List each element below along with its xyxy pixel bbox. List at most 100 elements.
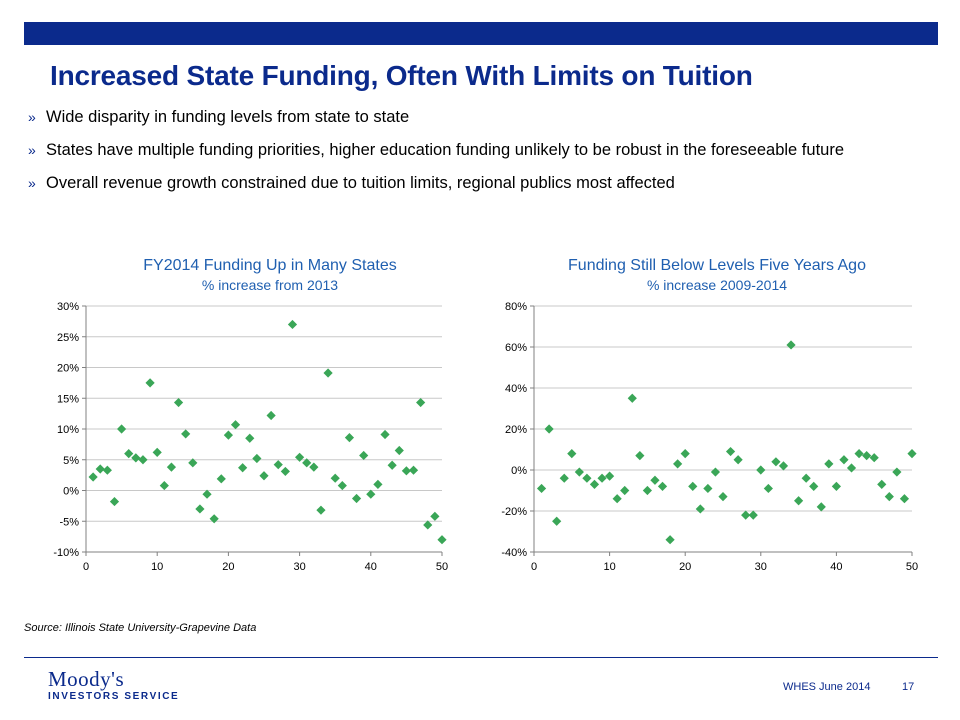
data-point-diamond <box>725 446 736 457</box>
y-tick-label: 25% <box>57 332 79 344</box>
x-tick-label: 10 <box>151 561 163 573</box>
data-point-diamond <box>854 449 864 459</box>
y-tick-label: 0% <box>511 465 527 477</box>
x-tick-label: 0 <box>531 561 537 573</box>
data-point-diamond <box>620 485 630 496</box>
data-point-diamond <box>195 504 205 514</box>
data-point-diamond <box>252 453 262 464</box>
y-tick-label: 60% <box>505 342 527 354</box>
data-point-diamond <box>280 466 290 477</box>
data-point-diamond <box>223 430 233 440</box>
data-point-diamond <box>801 473 811 483</box>
data-point-diamond <box>117 424 127 434</box>
x-tick-label: 20 <box>679 561 691 573</box>
data-point-diamond <box>703 483 713 494</box>
chart-2-subtitle: % increase 2009-2014 <box>646 277 788 293</box>
data-point-diamond <box>366 489 376 499</box>
data-point-diamond <box>230 420 241 430</box>
x-tick-label: 40 <box>830 561 842 573</box>
data-point-diamond <box>536 483 547 494</box>
data-point-diamond <box>544 424 554 434</box>
data-point-diamond <box>612 494 622 504</box>
data-point-diamond <box>831 481 841 491</box>
y-tick-label: 15% <box>57 393 79 405</box>
x-tick-label: 20 <box>222 561 234 573</box>
data-point-diamond <box>862 451 872 461</box>
chart-1-title: FY2014 Funding Up in Many States <box>143 257 397 274</box>
data-point-diamond <box>635 451 645 461</box>
data-point-diamond <box>430 511 440 521</box>
data-point-diamond <box>145 378 155 388</box>
y-tick-label: -20% <box>501 506 527 518</box>
data-point-diamond <box>665 535 675 545</box>
data-point-diamond <box>152 447 162 457</box>
data-point-diamond <box>408 465 419 475</box>
slide-title: Increased State Funding, Often With Limi… <box>50 60 753 91</box>
data-point-diamond <box>266 410 276 421</box>
x-tick-label: 0 <box>83 561 89 573</box>
y-tick-label: 0% <box>63 486 79 498</box>
data-point-diamond <box>680 449 690 459</box>
data-point-diamond <box>824 459 834 469</box>
x-tick-label: 40 <box>365 561 377 573</box>
data-point-diamond <box>124 449 134 459</box>
data-point-diamond <box>839 455 849 465</box>
data-point-diamond <box>181 429 191 439</box>
data-point-diamond <box>159 480 169 491</box>
x-tick-label: 30 <box>755 561 767 573</box>
data-point-diamond <box>316 505 326 515</box>
data-point-diamond <box>763 483 773 494</box>
x-tick-label: 50 <box>906 561 918 573</box>
data-point-diamond <box>202 489 212 499</box>
data-point-diamond <box>695 504 705 514</box>
data-point-diamond <box>423 520 433 530</box>
data-point-diamond <box>166 462 177 472</box>
data-point-diamond <box>88 472 98 482</box>
data-point-diamond <box>786 340 796 350</box>
data-point-diamond <box>650 475 660 485</box>
data-point-diamond <box>589 479 600 489</box>
data-point-diamond <box>748 510 758 520</box>
y-tick-label: 20% <box>505 424 527 436</box>
y-tick-label: -10% <box>53 547 79 559</box>
data-point-diamond <box>416 397 426 408</box>
data-point-diamond <box>188 458 198 468</box>
data-point-diamond <box>559 473 569 483</box>
data-point-diamond <box>238 463 248 473</box>
data-point-diamond <box>710 467 721 477</box>
y-tick-label: 10% <box>57 424 79 436</box>
data-point-diamond <box>688 481 698 491</box>
data-point-diamond <box>846 463 857 473</box>
bullet-item: » Wide disparity in funding levels from … <box>28 106 908 128</box>
y-tick-label: 5% <box>63 455 79 467</box>
bullet-marker-icon: » <box>28 175 36 191</box>
bullet-item: » States have multiple funding prioritie… <box>28 139 908 161</box>
bullet-marker-icon: » <box>28 142 36 158</box>
data-point-diamond <box>733 455 743 465</box>
data-point-diamond <box>597 473 607 483</box>
data-point-diamond <box>582 473 592 483</box>
page-number: 17 <box>902 681 915 693</box>
bullet-text: Overall revenue growth constrained due t… <box>46 174 675 192</box>
data-point-diamond <box>877 479 887 489</box>
data-point-diamond <box>552 516 562 526</box>
data-point-diamond <box>109 496 120 507</box>
chart-1-subtitle: % increase from 2013 <box>201 277 339 293</box>
source-note: Source: Illinois State University-Grapev… <box>24 622 257 634</box>
data-point-diamond <box>642 485 652 496</box>
y-tick-label: 80% <box>505 301 527 313</box>
data-point-diamond <box>809 481 819 491</box>
data-point-diamond <box>273 460 283 470</box>
data-point-diamond <box>323 368 333 378</box>
data-point-diamond <box>295 452 305 462</box>
data-point-diamond <box>216 474 226 484</box>
data-point-diamond <box>437 535 447 545</box>
data-point-diamond <box>380 429 390 440</box>
data-point-diamond <box>209 514 219 524</box>
data-point-diamond <box>401 466 411 476</box>
data-point-diamond <box>373 479 383 489</box>
data-point-diamond <box>131 453 141 463</box>
bullet-list: » Wide disparity in funding levels from … <box>28 106 908 205</box>
moodys-logo-subtitle: INVESTORS SERVICE <box>48 691 180 702</box>
